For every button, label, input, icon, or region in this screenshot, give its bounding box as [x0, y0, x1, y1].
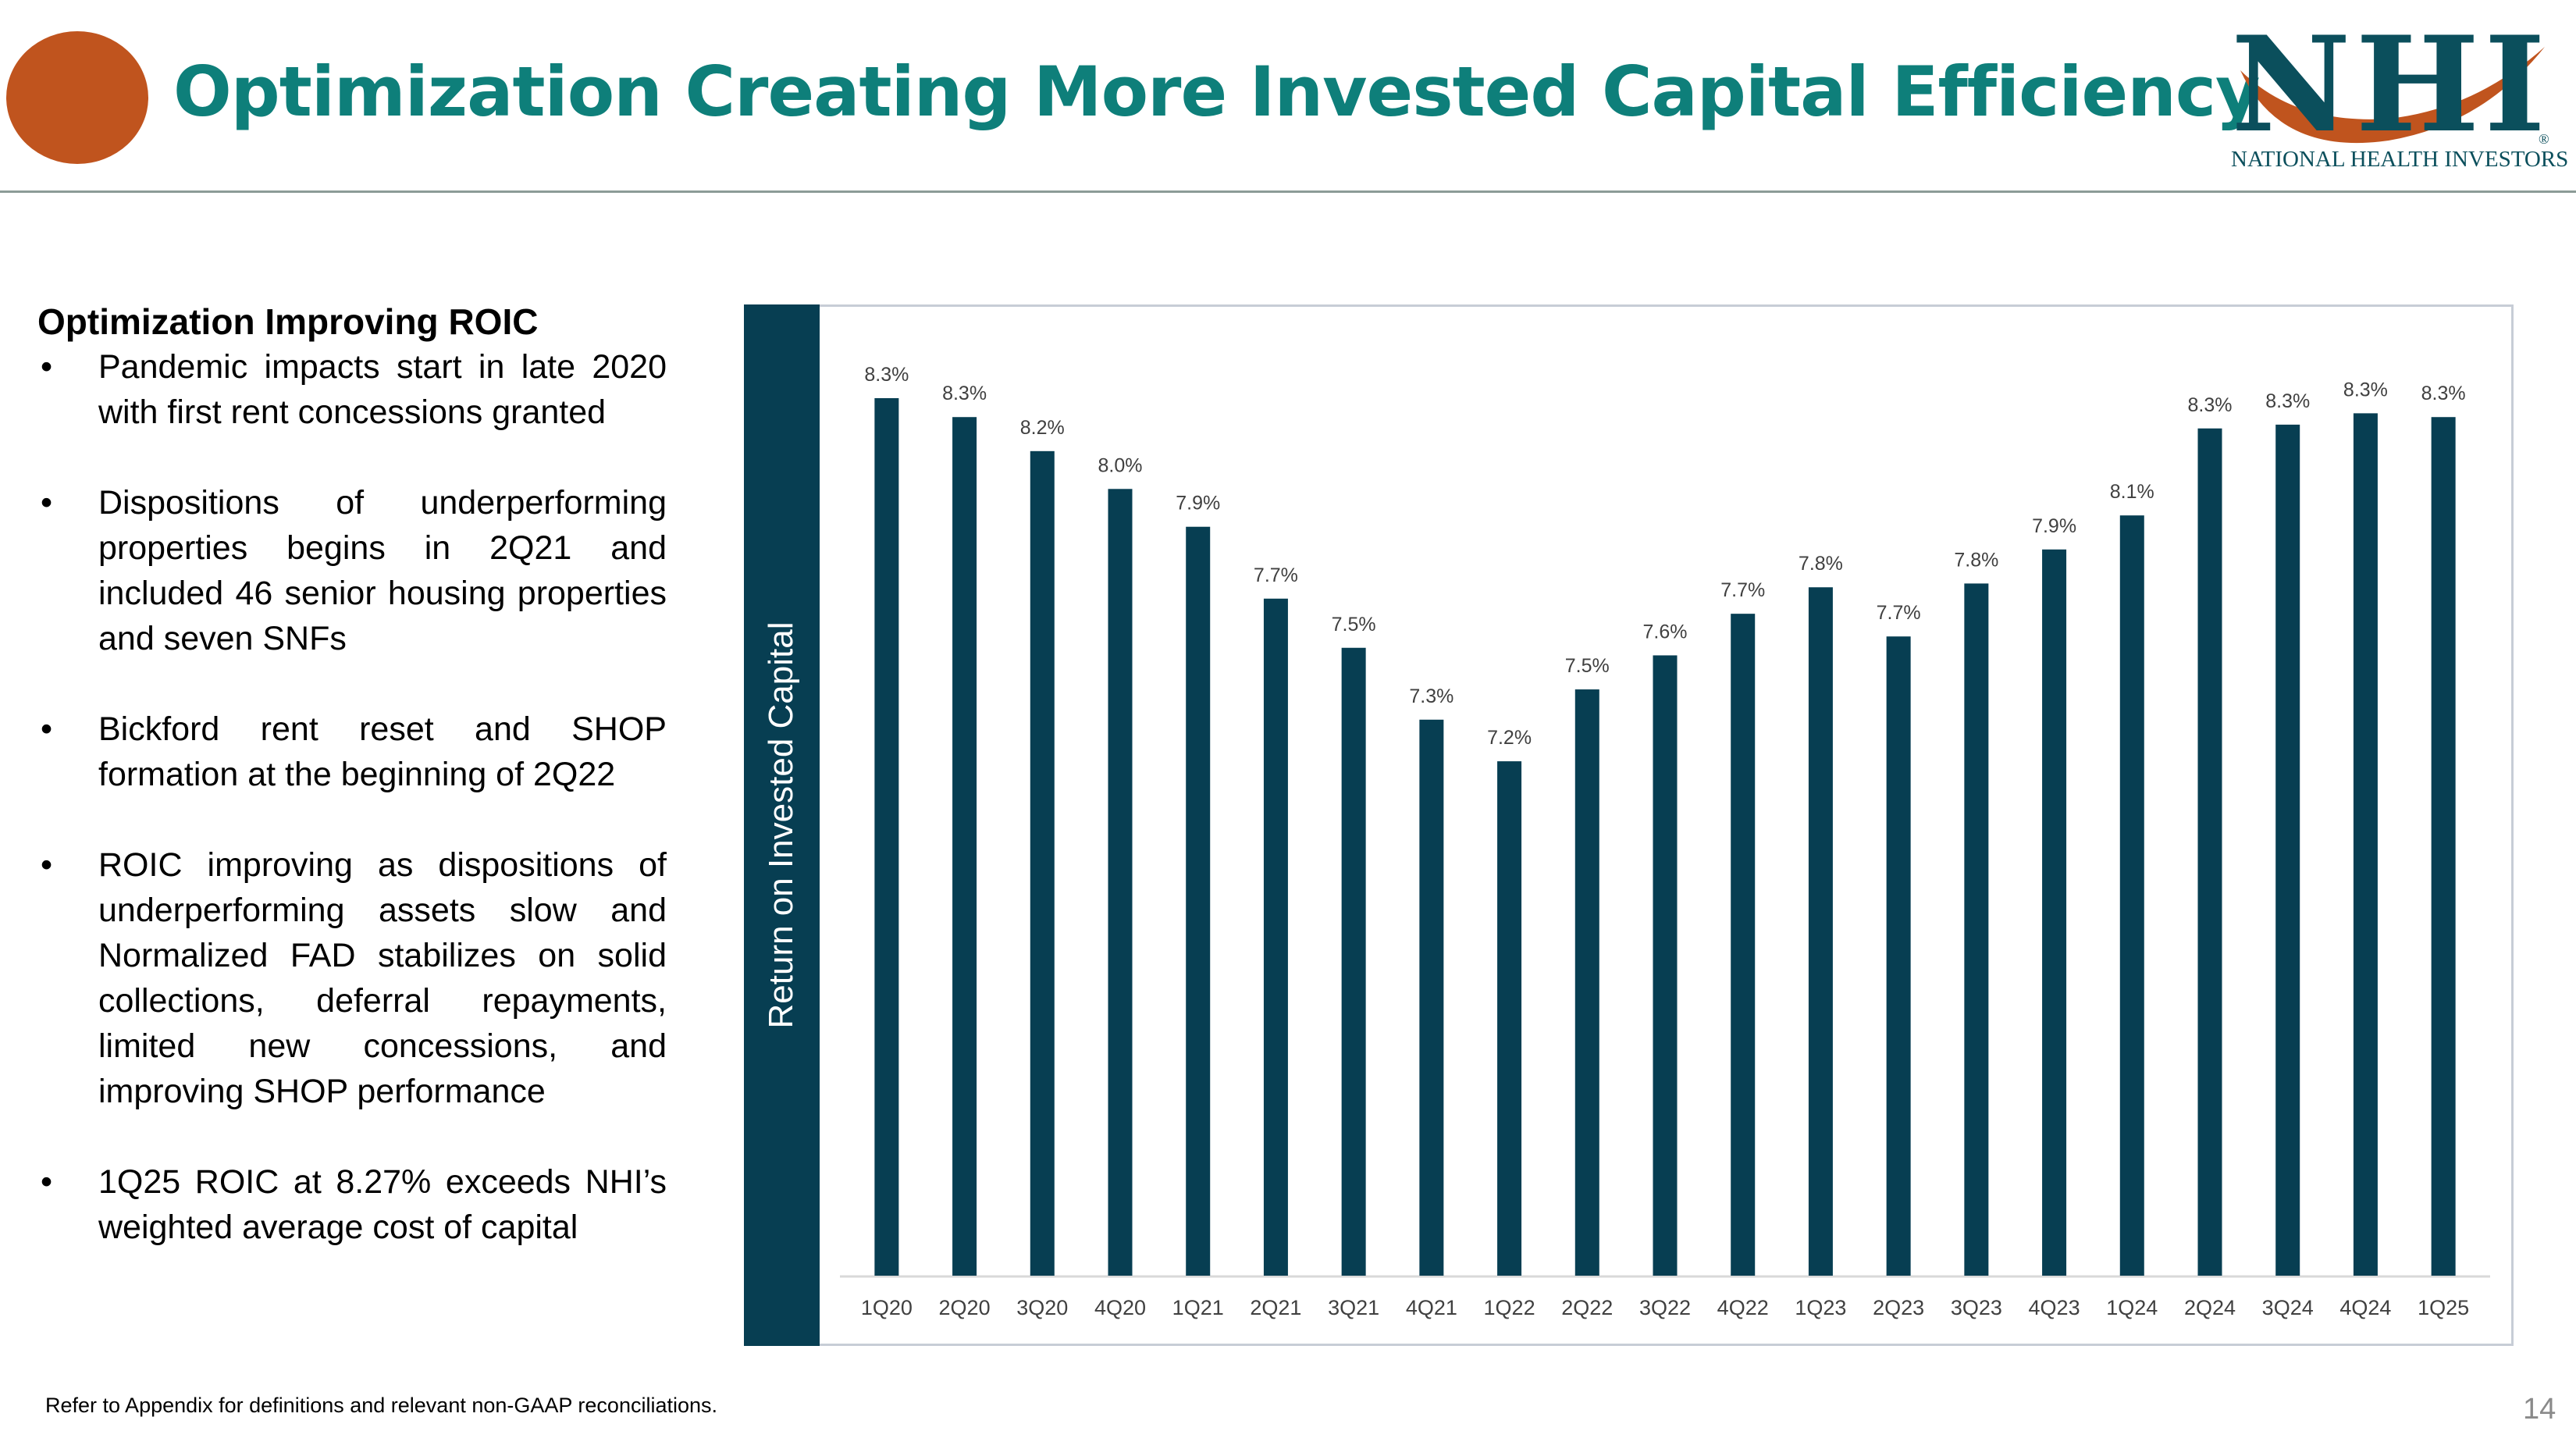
- bar-3Q23: [1964, 583, 1989, 1276]
- data-label: 7.5%: [1332, 614, 1376, 635]
- bar-4Q24: [2353, 413, 2378, 1276]
- bar-2Q21: [1263, 598, 1288, 1276]
- logo-subtitle: NATIONAL HEALTH INVESTORS: [2231, 147, 2569, 172]
- bar-1Q20: [874, 398, 899, 1276]
- panel-heading: Optimization Improving ROIC: [37, 301, 539, 342]
- bullet-item: Dispositions of underperforming properti…: [37, 480, 667, 661]
- y-axis-label-band: [744, 304, 820, 1346]
- data-label: 7.9%: [1176, 493, 1220, 514]
- bullet-item: Bickford rent reset and SHOP formation a…: [37, 707, 667, 797]
- bar-3Q24: [2275, 424, 2300, 1276]
- x-tick-label: 1Q24: [2106, 1296, 2158, 1319]
- data-label: 8.2%: [1020, 417, 1065, 439]
- data-label: 8.3%: [2421, 383, 2466, 404]
- bullet-item: 1Q25 ROIC at 8.27% exceeds NHI’s weighte…: [37, 1159, 667, 1250]
- data-label: 7.7%: [1877, 602, 1921, 624]
- page-number: 14: [2523, 1393, 2556, 1426]
- x-tick-label: 4Q21: [1406, 1296, 1457, 1319]
- data-label: 8.1%: [2110, 481, 2154, 503]
- bar-1Q23: [1808, 587, 1833, 1276]
- bar-3Q20: [1030, 450, 1055, 1276]
- data-label: 8.3%: [2188, 394, 2233, 416]
- x-tick-label: 3Q21: [1328, 1296, 1379, 1319]
- x-tick-label: 4Q20: [1094, 1296, 1146, 1319]
- bullet-item: Pandemic impacts start in late 2020 with…: [37, 344, 667, 435]
- data-label: 8.3%: [942, 383, 987, 404]
- bar-4Q22: [1731, 614, 1756, 1276]
- title-divider: [0, 190, 2576, 193]
- bar-4Q21: [1419, 719, 1444, 1276]
- x-tick-label: 1Q23: [1795, 1296, 1846, 1319]
- data-label: 8.3%: [2265, 390, 2310, 412]
- x-tick-label: 1Q20: [861, 1296, 913, 1319]
- bar-2Q20: [952, 417, 977, 1276]
- x-tick-label: 2Q20: [939, 1296, 991, 1319]
- bar-3Q21: [1341, 647, 1366, 1276]
- logo-registered-mark: ®: [2539, 131, 2549, 147]
- bar-2Q24: [2197, 428, 2222, 1276]
- data-label: 7.8%: [1954, 549, 1998, 571]
- x-tick-label: 3Q22: [1639, 1296, 1691, 1319]
- bar-1Q22: [1497, 761, 1522, 1276]
- data-label: 8.0%: [1098, 454, 1143, 476]
- data-label: 7.8%: [1799, 553, 1843, 575]
- footnote: Refer to Appendix for definitions and re…: [45, 1394, 718, 1417]
- data-label: 7.2%: [1487, 727, 1532, 749]
- x-tick-label: 3Q23: [1951, 1296, 2002, 1319]
- data-label: 7.7%: [1254, 564, 1298, 586]
- y-axis-label: Return on Invested Capital: [762, 621, 800, 1029]
- bar-1Q25: [2431, 417, 2456, 1276]
- data-label: 7.9%: [2032, 515, 2076, 537]
- data-label: 8.3%: [2343, 379, 2388, 401]
- x-tick-label: 2Q23: [1873, 1296, 1924, 1319]
- data-label: 7.7%: [1720, 579, 1765, 601]
- bar-1Q24: [2119, 515, 2144, 1276]
- bullet-item: ROIC improving as dispositions of underp…: [37, 842, 667, 1114]
- x-tick-label: 4Q23: [2029, 1296, 2080, 1319]
- data-label: 7.3%: [1409, 685, 1453, 707]
- page-title: Optimization Creating More Invested Capi…: [173, 52, 2260, 132]
- logo-swoosh-icon: [2240, 47, 2545, 144]
- x-tick-label: 1Q21: [1172, 1296, 1224, 1319]
- x-tick-label: 1Q25: [2418, 1296, 2469, 1319]
- x-tick-label: 3Q20: [1016, 1296, 1068, 1319]
- data-label: 8.3%: [864, 364, 909, 386]
- bar-3Q22: [1653, 655, 1678, 1276]
- roic-bar-chart: 8.3% 1Q20 8.3% 2Q20 8.2% 3Q20 8.0% 4Q20 7.9% 1Q21…: [840, 364, 2490, 1319]
- x-tick-label: 4Q24: [2339, 1296, 2391, 1319]
- x-tick-label: 2Q24: [2184, 1296, 2236, 1319]
- data-label: 7.5%: [1565, 655, 1610, 677]
- bar-2Q22: [1574, 689, 1599, 1276]
- data-label: 7.6%: [1643, 621, 1688, 643]
- bar-4Q23: [2042, 549, 2067, 1276]
- bar-4Q20: [1108, 489, 1133, 1276]
- accent-circle: [6, 31, 148, 164]
- logo-letters: NHI: [2231, 7, 2550, 162]
- roic-summary-panel: Optimization Improving ROIC Pandemic imp…: [37, 301, 667, 1295]
- bar-1Q21: [1186, 526, 1211, 1276]
- x-tick-label: 2Q21: [1250, 1296, 1301, 1319]
- bar-2Q23: [1886, 636, 1911, 1276]
- x-tick-label: 2Q22: [1561, 1296, 1613, 1319]
- x-tick-label: 1Q22: [1484, 1296, 1535, 1319]
- bullet-list: Pandemic impacts start in late 2020 with…: [37, 344, 667, 1250]
- x-tick-label: 3Q24: [2262, 1296, 2314, 1319]
- x-tick-label: 4Q22: [1717, 1296, 1769, 1319]
- company-logo: NHI ® NATIONAL HEALTH INVESTORS: [2225, 19, 2568, 180]
